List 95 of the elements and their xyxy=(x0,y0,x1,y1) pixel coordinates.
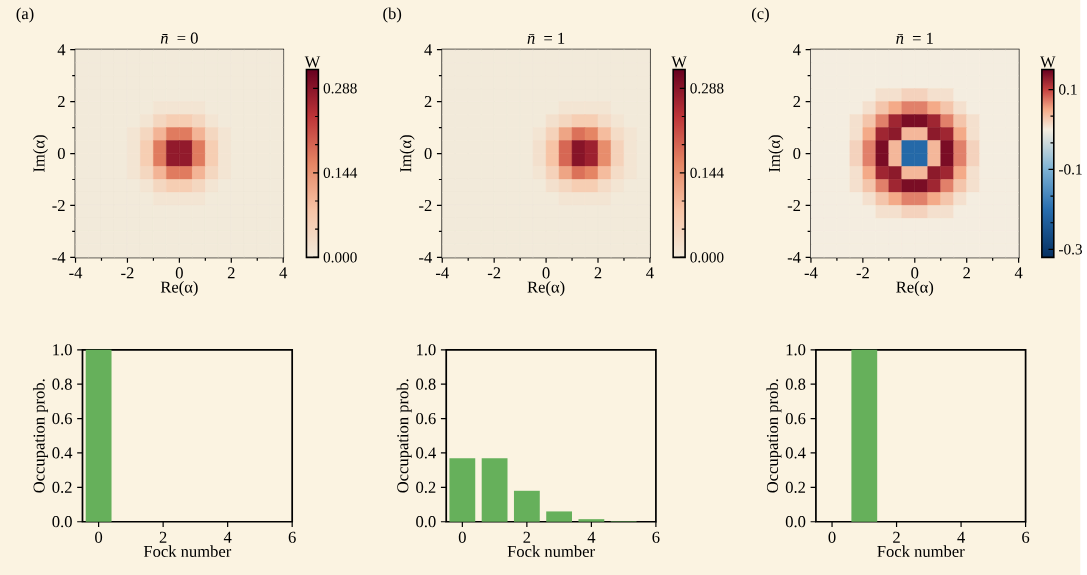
x-axis-title: Re(α) xyxy=(527,280,565,296)
x-tick-label: 0 xyxy=(175,267,183,279)
y-tick-label: 0.2 xyxy=(52,481,72,493)
x-tick-label: 0 xyxy=(95,531,103,543)
text: (c) xyxy=(751,7,769,23)
y-tick-label: 0.6 xyxy=(785,412,806,424)
y-tick-label: 0 xyxy=(57,147,65,159)
bar xyxy=(546,511,573,522)
y-axis-title: Occupation prob. xyxy=(766,379,782,493)
color-bar-label: 0.144 xyxy=(323,167,358,178)
x-tick-label: 0 xyxy=(542,267,550,279)
x-axis-title: Fock number xyxy=(877,545,965,557)
color-bar-title: W xyxy=(304,56,321,68)
color-bar-label: -0.1 xyxy=(1059,164,1082,175)
x-tick-label: 2 xyxy=(523,531,531,543)
x-tick-label: 2 xyxy=(893,531,900,543)
x-tick-label: 0 xyxy=(911,267,919,279)
x-tick-label: 2 xyxy=(227,267,235,279)
color-bar-label: 0.144 xyxy=(690,167,724,178)
y-tick-label: -2 xyxy=(419,199,432,211)
y-tick-label: 0.2 xyxy=(785,481,806,493)
text: (b) xyxy=(383,7,402,23)
y-tick-label: 0.0 xyxy=(52,515,72,528)
chart-title: n̄ = 0 xyxy=(160,32,198,44)
y-tick-label: 1.0 xyxy=(53,343,72,356)
y-tick-label: 1.0 xyxy=(416,343,436,356)
bar xyxy=(481,457,508,522)
y-axis-title: Occupation prob. xyxy=(32,379,49,493)
x-tick-label: 6 xyxy=(652,531,660,543)
x-tick-label: 6 xyxy=(288,531,296,543)
y-tick-label: 0.6 xyxy=(416,412,436,424)
color-bar-label: -0.3 xyxy=(1059,244,1082,255)
y-tick-label: 4 xyxy=(57,44,66,55)
y-tick-label: 0.2 xyxy=(416,481,436,493)
y-tick-label: 0.4 xyxy=(416,447,436,459)
x-tick-label: 2 xyxy=(159,531,167,543)
y-tick-label: 0 xyxy=(424,147,432,159)
x-tick-label: 4 xyxy=(223,531,232,543)
y-tick-label: 0.8 xyxy=(52,378,72,390)
x-tick-label: -4 xyxy=(435,267,449,279)
y-tick-label: -4 xyxy=(787,251,801,263)
x-tick-label: -4 xyxy=(804,267,818,279)
y-tick-label: -2 xyxy=(787,199,801,211)
x-tick-label: 0 xyxy=(828,531,836,543)
y-axis-title: Im(α) xyxy=(32,135,48,172)
x-tick-label: 6 xyxy=(1022,531,1030,543)
y-tick-label: 2 xyxy=(424,95,432,107)
y-tick-label: 2 xyxy=(57,95,65,107)
y-tick-label: 2 xyxy=(793,95,801,107)
x-tick-label: 4 xyxy=(1014,267,1023,279)
y-axis-title: Occupation prob. xyxy=(396,379,412,493)
x-tick-label: -2 xyxy=(856,267,869,279)
x-tick-label: 4 xyxy=(587,531,596,543)
y-tick-label: 0.6 xyxy=(52,412,73,424)
y-tick-label: -2 xyxy=(52,199,65,211)
y-axis-title: Im(α) xyxy=(768,135,784,172)
x-tick-label: 4 xyxy=(957,531,965,543)
x-axis-title: Fock number xyxy=(507,545,595,557)
y-tick-label: 4 xyxy=(424,44,432,55)
y-axis-title: Im(α) xyxy=(399,135,415,172)
x-axis-title: Re(α) xyxy=(160,280,198,296)
color-bar-label: 0.000 xyxy=(690,252,724,263)
x-tick-label: 2 xyxy=(594,267,602,279)
y-tick-label: -4 xyxy=(52,251,66,263)
color-bar-label: 0.1 xyxy=(1059,84,1077,95)
y-tick-label: 0.4 xyxy=(785,447,806,459)
y-tick-label: 0.8 xyxy=(785,378,806,390)
x-tick-label: 2 xyxy=(963,267,970,279)
color-bar-label: 0.000 xyxy=(323,252,357,263)
x-tick-label: -4 xyxy=(69,267,83,279)
y-tick-label: 0.4 xyxy=(52,447,73,459)
y-tick-label: 0.0 xyxy=(416,515,436,528)
y-tick-label: -4 xyxy=(419,251,432,263)
bar xyxy=(513,490,540,522)
x-tick-label: 4 xyxy=(279,267,288,279)
chart-title: n̄ = 1 xyxy=(527,32,565,44)
x-axis-title: Re(α) xyxy=(896,280,934,296)
x-tick-label: -2 xyxy=(487,267,501,279)
bar xyxy=(578,518,605,522)
y-tick-label: 0 xyxy=(793,147,801,159)
chart-title: n̄ = 1 xyxy=(896,32,933,44)
bar xyxy=(449,457,476,522)
y-tick-label: 0.0 xyxy=(785,515,806,528)
y-tick-label: 4 xyxy=(793,44,801,55)
color-bar-title: W xyxy=(671,56,687,68)
x-tick-label: -2 xyxy=(121,267,134,279)
text: (a) xyxy=(16,7,34,23)
color-bar-label: 0.288 xyxy=(690,82,724,94)
x-tick-label: 4 xyxy=(646,267,654,279)
x-axis-title: Fock number xyxy=(143,545,232,557)
color-bar-title: W xyxy=(1040,56,1056,68)
y-tick-label: 0.8 xyxy=(416,378,436,390)
color-bar-label: 0.288 xyxy=(323,82,357,94)
x-tick-label: 0 xyxy=(458,531,466,543)
y-tick-label: 1.0 xyxy=(786,343,806,356)
